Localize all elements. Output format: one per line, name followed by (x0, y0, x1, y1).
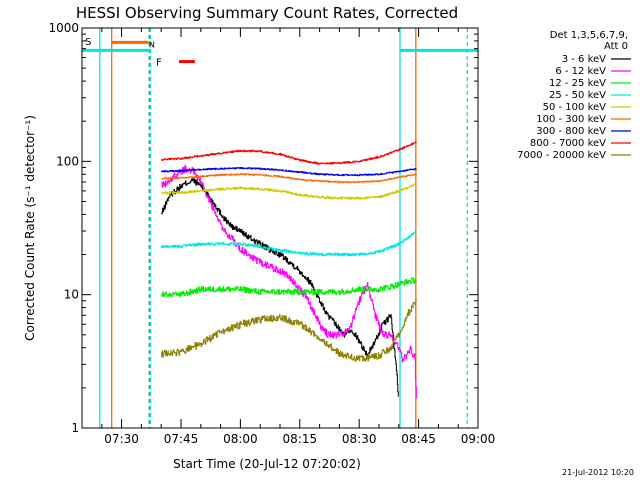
series-line (161, 165, 417, 399)
legend-header-line-1: Det 1,3,5,6,7,9, (550, 30, 628, 41)
y-tick-label: 1000 (48, 21, 79, 35)
legend-entry-label: 3 - 6 keV (562, 54, 606, 65)
series-line (161, 183, 417, 200)
x-tick-label: 07:45 (164, 432, 199, 446)
flag-label-s: S (85, 37, 91, 48)
legend-entry-label: 300 - 800 keV (536, 126, 606, 137)
y-tick-label: 10 (64, 288, 79, 302)
generation-timestamp: 21-Jul-2012 10:20 (562, 468, 634, 477)
x-tick-label: 08:30 (342, 432, 377, 446)
plot-area: S NF (82, 28, 478, 428)
series-line (161, 230, 417, 257)
y-tick-label: 1 (71, 421, 79, 435)
series-line (161, 298, 417, 362)
series-line (161, 167, 417, 177)
legend-entry-label: 800 - 7000 keV (530, 138, 606, 149)
series-line (161, 277, 417, 298)
x-tick-label: 08:45 (401, 432, 436, 446)
legend-entry-label: 6 - 12 keV (555, 66, 606, 77)
x-tick-label: 09:00 (461, 432, 496, 446)
legend-entry-label: 12 - 25 keV (549, 78, 606, 89)
legend-header-line-2: Att 0 (604, 41, 628, 52)
chart-title: HESSI Observing Summary Count Rates, Cor… (76, 4, 458, 22)
legend-entry-label: 25 - 50 keV (549, 90, 606, 101)
series-line (161, 177, 399, 397)
x-axis-label: Start Time (20-Jul-12 07:20:02) (173, 457, 361, 471)
y-axis-label: Corrected Count Rate (s⁻¹ detector⁻¹) (23, 115, 37, 341)
x-tick-label: 08:15 (283, 432, 318, 446)
flag-label-f: F (156, 58, 162, 69)
legend-entry-label: 50 - 100 keV (543, 102, 607, 113)
legend-entry-label: 7000 - 20000 keV (517, 150, 606, 161)
y-tick-label: 100 (56, 154, 79, 168)
axes: 07:30 07:45 08:00 08:15 08:30 08:45 09:00 1 10 10… (48, 21, 495, 446)
legend-entry-label: 100 - 300 keV (536, 114, 606, 125)
series-line (161, 141, 417, 165)
series-line (161, 173, 417, 184)
x-tick-label: 08:00 (223, 432, 258, 446)
flag-label-n: N (149, 41, 155, 50)
x-tick-label: 07:30 (104, 432, 139, 446)
